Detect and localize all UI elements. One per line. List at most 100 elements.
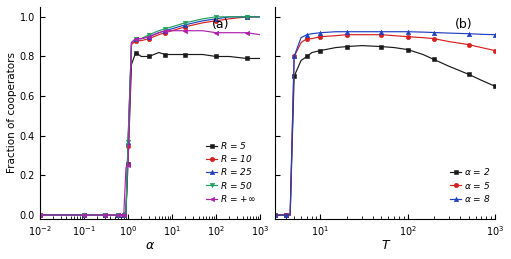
$R$ = $+\infty$ [118,213,124,217]
$R$ = 10 [213,19,219,22]
$R$ = 10 [244,15,250,18]
$\alpha$ = 5 [272,213,278,217]
$\alpha$ = 5 [492,49,498,52]
$R$ = 5 [121,213,127,217]
Line: $\alpha$ = 2: $\alpha$ = 2 [272,43,497,217]
$R$ = 5 [37,213,43,217]
$R$ = 10 [115,213,121,217]
$R$ = 25 [257,15,263,18]
$\alpha$ = 5 [478,46,484,49]
$R$ = 5 [162,53,168,56]
$\alpha$ = 8 [343,30,350,33]
$R$ = 5 [213,55,219,58]
$R$ = 5 [67,213,74,217]
$R$ = $+\infty$ [162,29,168,32]
$R$ = 5 [118,213,124,217]
$R$ = 5 [94,213,100,217]
$R$ = 25 [94,213,100,217]
$R$ = 25 [226,15,233,18]
$\alpha$ = 2 [317,49,323,52]
X-axis label: T: T [381,239,389,252]
$\alpha$ = 2 [277,213,284,217]
$\alpha$ = 2 [446,65,452,68]
Line: $R$ = 50: $R$ = 50 [38,15,262,217]
$R$ = 50 [102,213,108,217]
$\alpha$ = 5 [420,36,426,39]
$R$ = $+\infty$ [133,37,139,40]
$R$ = 25 [81,213,87,217]
$R$ = 10 [133,39,139,42]
$\alpha$ = 2 [304,55,310,58]
$R$ = 10 [37,213,43,217]
$R$ = $+\infty$ [67,213,74,217]
$R$ = $+\infty$ [182,29,189,32]
$R$ = 50 [121,213,127,217]
$R$ = 25 [133,37,139,40]
$R$ = 25 [112,213,118,217]
$\alpha$ = 2 [492,85,498,88]
$\alpha$ = 5 [446,40,452,43]
$R$ = $+\infty$ [121,213,127,217]
$R$ = 25 [182,23,189,26]
$\alpha$ = 2 [378,45,384,48]
$\alpha$ = 2 [359,44,365,47]
$\alpha$ = 2 [391,46,397,49]
$R$ = $+\infty$ [257,33,263,36]
Line: $R$ = 25: $R$ = 25 [38,15,262,217]
$\alpha$ = 5 [283,213,289,217]
$\alpha$ = 2 [478,79,484,82]
$R$ = $+\infty$ [125,164,131,167]
$R$ = $+\infty$ [226,31,233,34]
$R$ = 25 [200,19,206,22]
$R$ = $+\infty$ [115,213,121,217]
$\alpha$ = 5 [343,33,350,36]
$R$ = 10 [257,15,263,18]
$R$ = 50 [128,41,134,44]
$R$ = 10 [121,213,127,217]
$R$ = 50 [182,21,189,24]
$R$ = 5 [146,55,152,58]
$\alpha$ = 8 [291,55,297,58]
$R$ = $+\infty$ [123,166,129,169]
$R$ = 5 [156,51,162,54]
$R$ = 10 [156,33,162,36]
$R$ = 10 [169,29,175,32]
$\alpha$ = 8 [478,33,484,36]
$R$ = 5 [169,53,175,56]
$\alpha$ = 2 [466,73,472,76]
$R$ = 10 [94,213,100,217]
$\alpha$ = 2 [420,53,426,56]
$\alpha$ = 2 [405,48,411,51]
$R$ = 25 [37,213,43,217]
$\alpha$ = 5 [287,213,293,217]
$\alpha$ = 2 [431,58,437,61]
Y-axis label: Fraction of cooperators: Fraction of cooperators [7,53,17,174]
$R$ = 5 [81,213,87,217]
$R$ = 5 [257,57,263,60]
$R$ = 5 [200,53,206,56]
$R$ = 25 [156,31,162,34]
$R$ = $+\infty$ [200,29,206,32]
Text: (a): (a) [212,18,229,31]
$R$ = 50 [138,37,144,40]
$\alpha$ = 8 [466,32,472,35]
$\alpha$ = 8 [391,30,397,33]
$\alpha$ = 8 [283,213,289,217]
X-axis label: α: α [146,239,154,252]
$\alpha$ = 5 [405,35,411,38]
$\alpha$ = 5 [277,213,284,217]
$R$ = 5 [112,213,118,217]
Line: $R$ = 5: $R$ = 5 [38,50,262,217]
$R$ = 5 [182,53,189,56]
$R$ = 25 [213,17,219,20]
Legend: $R$ = 5, $R$ = 10, $R$ = 25, $R$ = 50, $R$ = $+\infty$: $R$ = 5, $R$ = 10, $R$ = 25, $R$ = 50, $… [206,140,256,204]
$\alpha$ = 8 [287,213,293,217]
$\alpha$ = 8 [431,31,437,34]
$R$ = $+\infty$ [146,35,152,38]
$\alpha$ = 5 [309,37,315,40]
$R$ = 10 [123,212,129,215]
Legend: $\alpha$ = 2, $\alpha$ = 5, $\alpha$ = 8: $\alpha$ = 2, $\alpha$ = 5, $\alpha$ = 8 [450,166,491,204]
Line: $R$ = $+\infty$: $R$ = $+\infty$ [38,28,262,217]
$R$ = 5 [138,55,144,58]
$\alpha$ = 5 [298,41,304,44]
